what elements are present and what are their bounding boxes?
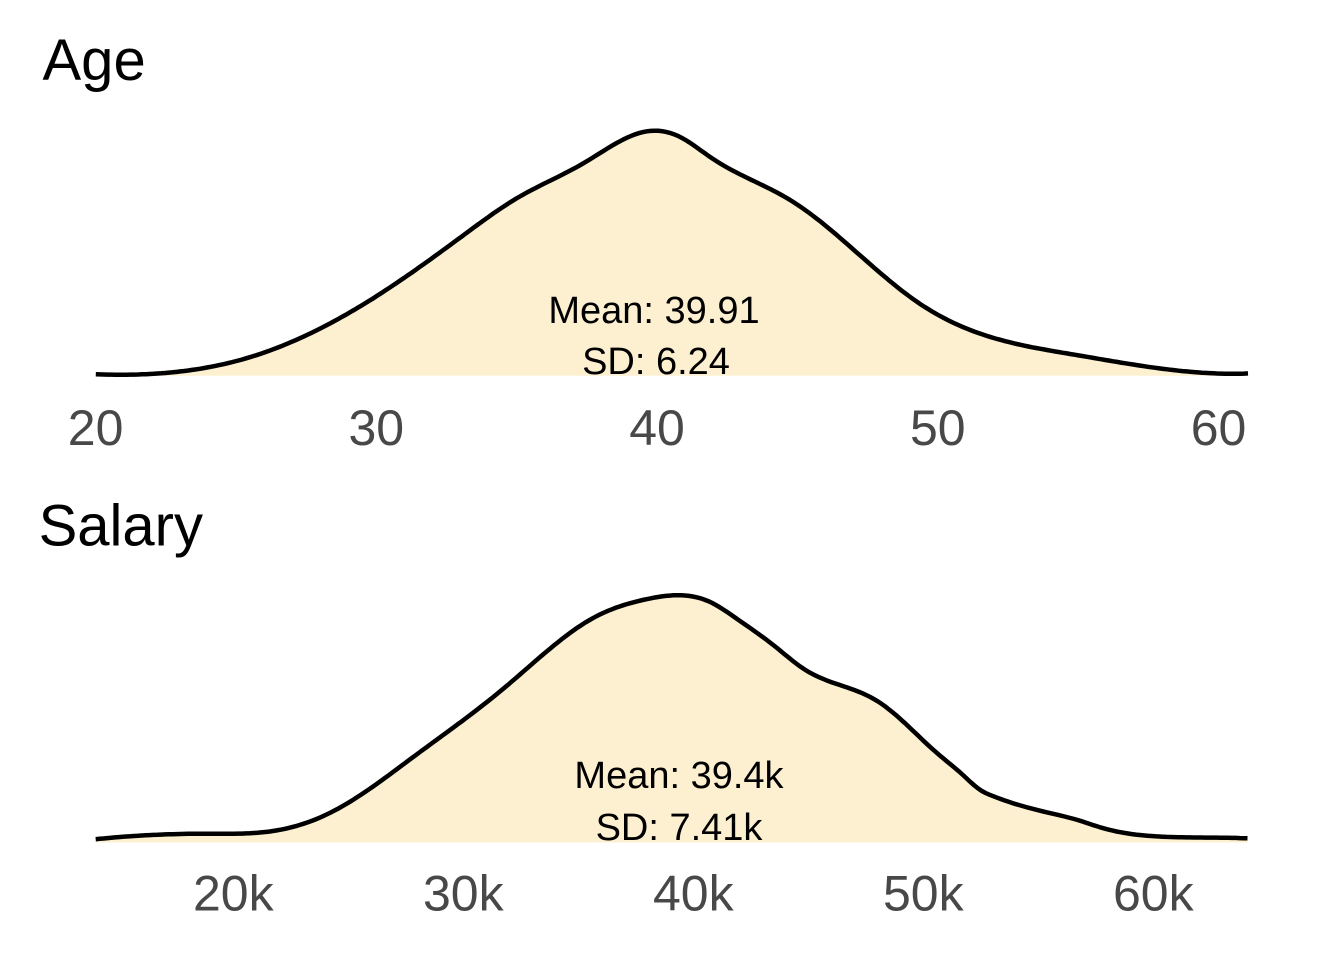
svg-text:20k: 20k (193, 866, 275, 922)
svg-text:Age: Age (43, 28, 146, 93)
svg-text:Mean: 39.91: Mean: 39.91 (548, 290, 759, 332)
svg-text:Salary: Salary (39, 494, 203, 559)
svg-text:SD: 6.24: SD: 6.24 (582, 341, 730, 383)
svg-text:30k: 30k (423, 866, 505, 922)
svg-text:40: 40 (629, 400, 685, 456)
svg-text:60: 60 (1191, 400, 1247, 456)
svg-text:Mean: 39.4k: Mean: 39.4k (574, 755, 784, 797)
svg-text:20: 20 (68, 400, 124, 456)
svg-text:SD: 7.41k: SD: 7.41k (596, 807, 764, 849)
svg-text:40k: 40k (653, 866, 735, 922)
svg-text:30: 30 (348, 400, 404, 456)
svg-text:50k: 50k (883, 866, 965, 922)
svg-text:50: 50 (910, 400, 966, 456)
svg-text:60k: 60k (1113, 866, 1195, 922)
